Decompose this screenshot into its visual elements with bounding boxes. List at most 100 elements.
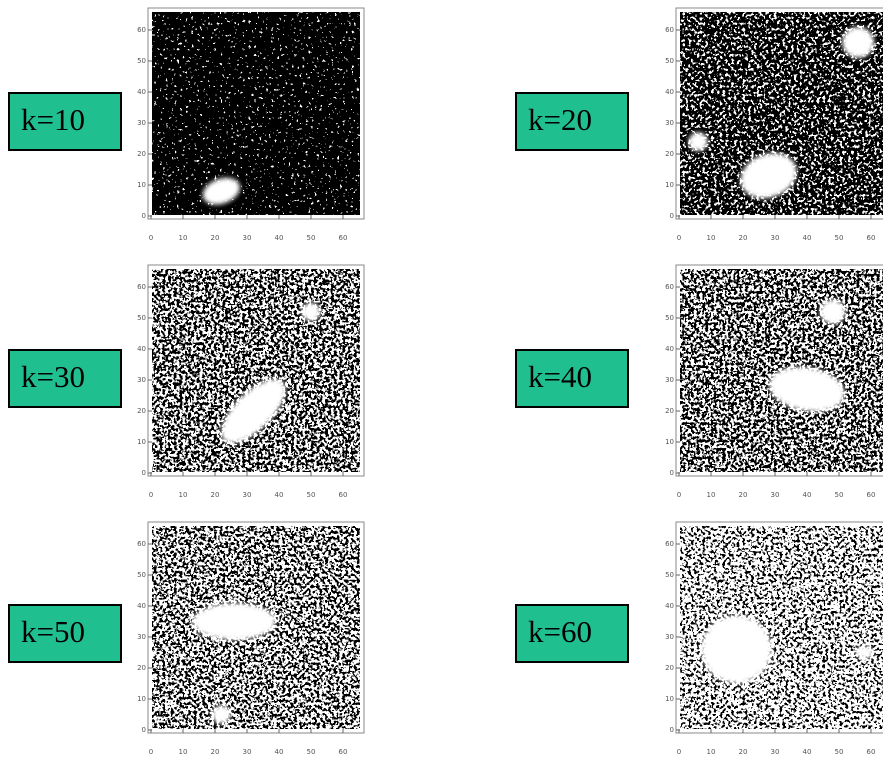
y-tick-label: 0 <box>142 212 146 220</box>
panel: 00101020203030404050506060k=20 <box>516 8 883 242</box>
y-tick-label: 40 <box>137 602 146 610</box>
bright-region <box>301 303 320 322</box>
x-tick-label: 30 <box>243 234 252 242</box>
y-tick-label: 20 <box>665 150 674 158</box>
y-tick-label: 20 <box>137 407 146 415</box>
y-tick-label: 60 <box>137 283 146 291</box>
x-tick-label: 10 <box>707 748 716 756</box>
y-tick-label: 40 <box>665 602 674 610</box>
x-tick-label: 20 <box>211 234 220 242</box>
y-tick-label: 20 <box>137 664 146 672</box>
x-tick-label: 20 <box>739 234 748 242</box>
x-tick-label: 0 <box>149 234 153 242</box>
bright-region <box>193 603 276 640</box>
x-tick-label: 60 <box>867 748 876 756</box>
x-tick-label: 0 <box>149 491 153 499</box>
figure: 00101020203030404050506060k=100010102020… <box>0 0 883 761</box>
density-image <box>152 269 360 472</box>
y-tick-label: 40 <box>665 88 674 96</box>
x-tick-label: 30 <box>771 491 780 499</box>
x-tick-label: 50 <box>835 234 844 242</box>
y-tick-label: 50 <box>137 314 146 322</box>
y-tick-label: 40 <box>665 345 674 353</box>
y-tick-label: 10 <box>665 181 674 189</box>
speckle <box>152 12 360 215</box>
density-image <box>152 12 360 215</box>
y-tick-label: 60 <box>665 540 674 548</box>
x-tick-label: 60 <box>339 234 348 242</box>
x-tick-label: 30 <box>771 234 780 242</box>
y-tick-label: 50 <box>665 57 674 65</box>
x-tick-label: 20 <box>211 491 220 499</box>
y-tick-label: 60 <box>137 540 146 548</box>
bright-region <box>689 132 708 151</box>
y-tick-label: 0 <box>142 469 146 477</box>
panel-label: k=50 <box>21 614 85 649</box>
y-tick-label: 0 <box>670 469 674 477</box>
density-image <box>680 12 883 215</box>
x-tick-label: 0 <box>677 491 681 499</box>
x-tick-label: 50 <box>835 748 844 756</box>
bright-region <box>701 615 771 683</box>
x-tick-label: 10 <box>179 234 188 242</box>
y-tick-label: 10 <box>137 695 146 703</box>
y-tick-label: 30 <box>665 633 674 641</box>
density-image <box>680 526 883 729</box>
x-tick-label: 40 <box>275 234 284 242</box>
bright-region <box>855 646 874 658</box>
x-tick-label: 50 <box>307 491 316 499</box>
y-tick-label: 50 <box>137 571 146 579</box>
y-tick-label: 40 <box>137 88 146 96</box>
bright-region <box>212 705 231 724</box>
panel-label: k=40 <box>528 359 592 394</box>
x-tick-label: 40 <box>275 748 284 756</box>
y-tick-label: 60 <box>137 26 146 34</box>
x-tick-label: 60 <box>867 234 876 242</box>
y-tick-label: 20 <box>665 407 674 415</box>
panel-label: k=30 <box>21 359 85 394</box>
panel-label: k=60 <box>528 614 592 649</box>
x-tick-label: 40 <box>275 491 284 499</box>
x-tick-label: 30 <box>243 491 252 499</box>
x-tick-label: 0 <box>677 234 681 242</box>
y-tick-label: 0 <box>670 726 674 734</box>
density-image <box>680 269 883 472</box>
x-tick-label: 10 <box>179 491 188 499</box>
x-tick-label: 50 <box>835 491 844 499</box>
y-tick-label: 50 <box>665 571 674 579</box>
x-tick-label: 10 <box>179 748 188 756</box>
panel-label: k=20 <box>528 102 592 137</box>
y-tick-label: 10 <box>665 695 674 703</box>
x-tick-label: 10 <box>707 234 716 242</box>
x-tick-label: 40 <box>803 491 812 499</box>
x-tick-label: 20 <box>739 491 748 499</box>
x-tick-label: 20 <box>211 748 220 756</box>
y-tick-label: 20 <box>665 664 674 672</box>
speckle <box>152 269 360 472</box>
panel: 0 0 10 10 20 20 30 30 40 40 50 50 60 60 k=30 <box>9 265 364 499</box>
panel: 00101020203030404050506060k=40 <box>516 265 883 499</box>
x-tick-label: 40 <box>803 748 812 756</box>
y-tick-label: 10 <box>665 438 674 446</box>
panel: 00101020203030404050506060k=50 <box>9 522 364 756</box>
y-tick-label: 30 <box>137 376 146 384</box>
y-tick-label: 30 <box>665 376 674 384</box>
x-tick-label: 20 <box>739 748 748 756</box>
x-tick-label: 0 <box>149 748 153 756</box>
y-tick-label: 30 <box>137 633 146 641</box>
y-tick-label: 0 <box>142 726 146 734</box>
y-tick-label: 60 <box>665 26 674 34</box>
y-tick-label: 10 <box>137 438 146 446</box>
y-tick-label: 30 <box>665 119 674 127</box>
y-tick-label: 50 <box>665 314 674 322</box>
x-tick-label: 60 <box>867 491 876 499</box>
y-tick-label: 50 <box>137 57 146 65</box>
x-tick-label: 0 <box>677 748 681 756</box>
x-tick-label: 40 <box>803 234 812 242</box>
y-tick-label: 40 <box>137 345 146 353</box>
y-tick-label: 30 <box>137 119 146 127</box>
y-tick-label: 20 <box>137 150 146 158</box>
x-tick-label: 50 <box>307 234 316 242</box>
x-tick-label: 60 <box>339 491 348 499</box>
